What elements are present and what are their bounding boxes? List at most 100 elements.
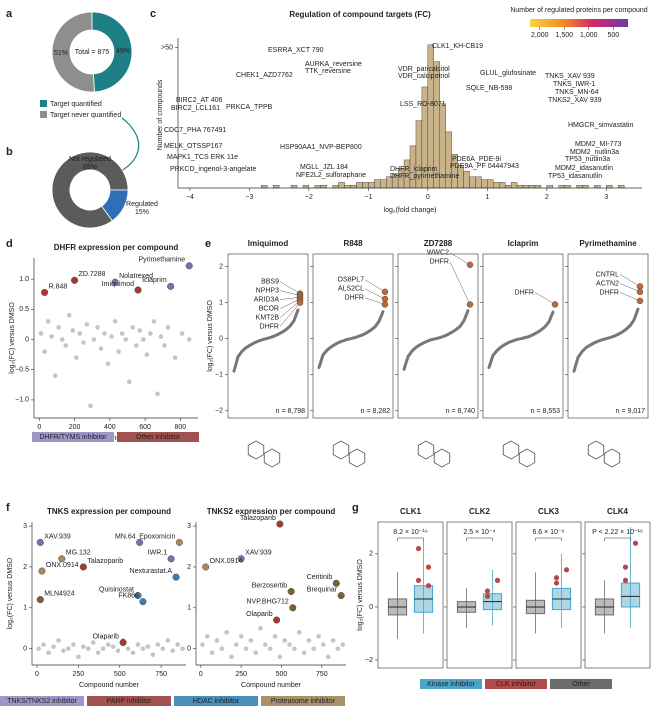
highlight-point xyxy=(273,616,281,624)
clk-point xyxy=(415,577,422,584)
x-tick-label: 200 xyxy=(69,424,81,431)
legend-swatch xyxy=(40,111,47,118)
structure-ring xyxy=(518,448,536,468)
n-label: n = 8,553 xyxy=(531,408,560,415)
point xyxy=(282,638,288,643)
point xyxy=(112,319,118,324)
chart-title: TNKS expression per compound xyxy=(47,507,171,516)
point xyxy=(325,654,331,660)
colorbar-tick-label: 1,000 xyxy=(580,32,598,39)
point xyxy=(330,638,336,643)
highlight-point xyxy=(79,563,87,571)
panel-title: Pyrimethamine xyxy=(579,239,637,248)
point-label: Berzosertib xyxy=(252,582,288,589)
point xyxy=(287,642,292,647)
point xyxy=(56,638,61,643)
bar xyxy=(528,184,536,189)
y-axis-label: log₂(FC) versus DMSO xyxy=(9,302,16,374)
point-label: Nolatrexed xyxy=(119,273,153,280)
point xyxy=(46,650,51,656)
y-axis-label: log₂(FC) versus DMSO xyxy=(357,559,364,631)
point xyxy=(204,634,210,639)
highlight-point xyxy=(287,587,295,595)
structure-ring xyxy=(247,440,265,460)
y-tick-label: 1.0 xyxy=(19,276,29,283)
annotation: BIRC2_LCL161 xyxy=(171,105,220,112)
point xyxy=(209,650,215,656)
legend-label: CLK inhibitor xyxy=(496,681,537,688)
point xyxy=(98,346,104,351)
x-tick-label: 600 xyxy=(139,424,151,431)
leader xyxy=(364,297,386,305)
point xyxy=(214,638,220,643)
y-tick-label: −2 xyxy=(365,657,373,664)
annotation: TNKS_MN-64 xyxy=(555,89,599,96)
highlight-point xyxy=(41,288,49,296)
donut-slice xyxy=(101,189,129,222)
y-tick-label: −1.0 xyxy=(15,397,29,404)
point xyxy=(150,652,156,658)
annotation: MDM2_MI-773 xyxy=(575,141,621,148)
point xyxy=(175,642,181,647)
highlight-point xyxy=(71,276,79,284)
highlight-point xyxy=(139,598,147,606)
y-tick-label: 1 xyxy=(187,605,191,612)
annotation: MDM2_nutlin3a xyxy=(570,149,619,156)
point xyxy=(41,642,46,647)
point xyxy=(116,349,121,354)
point xyxy=(66,313,72,318)
y-axis-label: log₂(FC) versus DMSO xyxy=(207,300,214,372)
bar xyxy=(618,184,625,189)
point xyxy=(172,355,178,360)
clk-point xyxy=(553,575,560,581)
highlight-point xyxy=(172,573,180,581)
panel-title: Iclaprim xyxy=(508,239,539,248)
highlight-point xyxy=(466,301,474,308)
point xyxy=(186,337,192,342)
point xyxy=(340,642,346,647)
donut-slice xyxy=(51,151,129,229)
point-label: Olaparib xyxy=(246,611,273,618)
point xyxy=(148,331,153,336)
highlight-point xyxy=(551,301,559,308)
point-label: NVP.BHG712 xyxy=(246,599,288,606)
legend-swatch xyxy=(420,679,482,689)
annotation: PRKCD_ingenol-3-angelate xyxy=(170,166,256,173)
point xyxy=(81,340,86,345)
annotation: BIRC2_AT 406 xyxy=(176,97,223,104)
point xyxy=(105,361,111,366)
point-label: Imiquimod xyxy=(102,281,134,288)
bar xyxy=(302,184,310,189)
point xyxy=(105,642,111,647)
clk-point xyxy=(563,567,570,573)
highlight-point xyxy=(185,262,193,270)
point xyxy=(86,646,91,651)
point xyxy=(56,325,61,330)
protein-label: DHFR xyxy=(430,259,449,266)
point xyxy=(267,646,273,651)
panel-frame xyxy=(397,253,479,419)
legend-label: DHFR/TYMS inhibitor xyxy=(39,434,107,441)
point xyxy=(84,322,90,327)
ranked-curve xyxy=(402,309,470,371)
annotation: TNKS_XAV 939 xyxy=(545,73,595,80)
structure-ring xyxy=(348,448,366,468)
point xyxy=(301,650,307,656)
panel-title: Imiquimod xyxy=(248,239,289,248)
legend-swatch xyxy=(485,679,547,689)
structure-ring xyxy=(502,440,520,460)
panel-title: CLK2 xyxy=(469,507,490,516)
point xyxy=(311,646,317,651)
point xyxy=(130,325,136,330)
x-axis-label: Compound number xyxy=(241,682,302,689)
colorbar-tick-label: 2,000 xyxy=(531,32,549,39)
x-tick-label: −2 xyxy=(305,194,313,201)
point xyxy=(140,646,146,651)
clk-point xyxy=(415,545,422,552)
y-tick-label: 0 xyxy=(187,646,191,653)
bar xyxy=(362,182,369,189)
point xyxy=(170,648,176,653)
colorbar-tick-label: 500 xyxy=(607,32,619,39)
point-label: Olaparib xyxy=(93,633,120,640)
point-label: Ceritinib xyxy=(307,574,333,581)
